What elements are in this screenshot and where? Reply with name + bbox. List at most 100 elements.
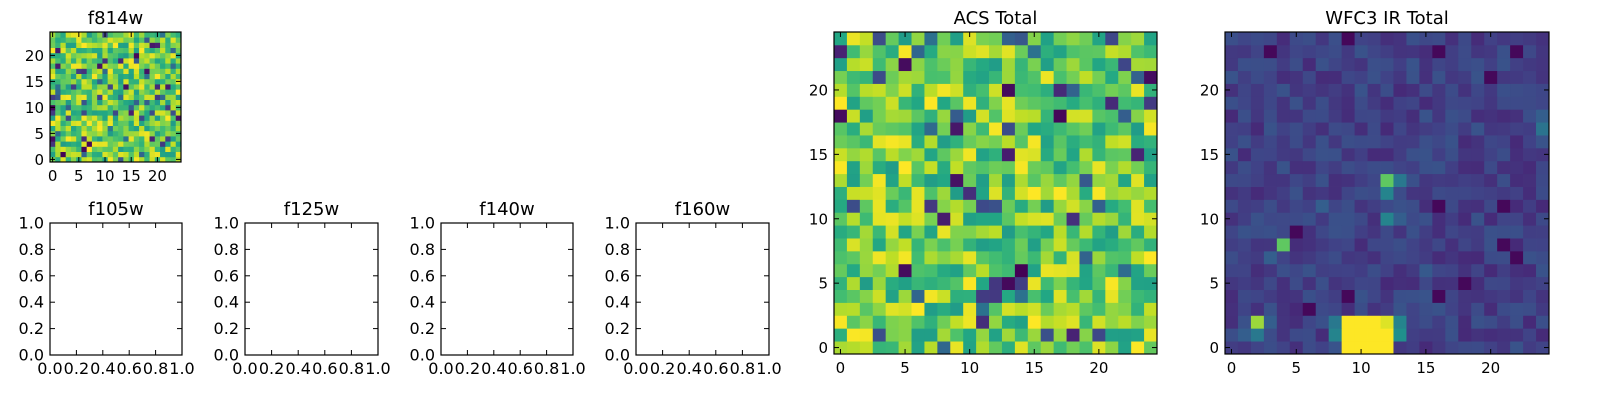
heatmap-cell — [1066, 302, 1080, 316]
heatmap-cell — [139, 37, 145, 43]
heatmap-cell — [834, 341, 848, 355]
heatmap-cell — [160, 32, 166, 38]
heatmap-cell — [1105, 341, 1119, 355]
heatmap-cell — [834, 147, 848, 162]
heatmap-cell — [1118, 315, 1132, 329]
heatmap-cell — [963, 109, 977, 123]
heatmap-cell — [149, 32, 156, 38]
y-tick-label: 1.0 — [19, 214, 44, 233]
y-tick-label: 20 — [1200, 81, 1219, 99]
heatmap-cell — [118, 73, 124, 80]
heatmap-cell — [1341, 96, 1355, 110]
heatmap-cell — [144, 68, 150, 74]
heatmap-cell — [1419, 263, 1433, 278]
heatmap-cell — [1536, 212, 1550, 226]
heatmap-cell — [1014, 173, 1029, 187]
heatmap-cell — [911, 263, 925, 278]
heatmap-cell — [60, 156, 67, 163]
heatmap-cell — [175, 68, 182, 74]
heatmap-cell — [1001, 289, 1016, 303]
heatmap-cell — [86, 32, 93, 38]
heatmap-cell — [160, 47, 166, 54]
heatmap-cell — [1053, 122, 1067, 136]
heatmap-cell — [118, 89, 124, 95]
heatmap-cell — [963, 160, 977, 175]
heatmap-cell — [1523, 135, 1537, 149]
heatmap-cell — [1471, 57, 1485, 72]
heatmap-cell — [872, 57, 887, 72]
y-tick-label: 0.0 — [605, 346, 630, 365]
heatmap-cell — [911, 276, 925, 290]
heatmap-cell — [65, 47, 72, 54]
heatmap-cell — [112, 104, 119, 111]
heatmap-cell — [1419, 186, 1433, 200]
heatmap-cell — [97, 47, 103, 54]
heatmap-cell — [1536, 186, 1550, 200]
heatmap-cell — [1471, 238, 1485, 252]
heatmap-cell — [1289, 70, 1304, 84]
heatmap-cell — [1276, 173, 1291, 187]
heatmap-cell — [1289, 225, 1304, 239]
heatmap-cell — [1341, 199, 1355, 213]
heatmap-cell — [1289, 32, 1304, 46]
heatmap-cell — [963, 83, 977, 97]
heatmap-cell — [924, 328, 938, 342]
heatmap-cell — [154, 110, 161, 116]
heatmap-cell — [989, 109, 1003, 123]
heatmap-cell — [924, 302, 938, 316]
heatmap-cell — [144, 58, 150, 64]
heatmap-cell — [911, 225, 925, 239]
heatmap-cell — [924, 135, 938, 149]
x-tick-label: 10 — [1352, 359, 1371, 377]
heatmap-cell — [1144, 44, 1158, 59]
heatmap-cell — [1092, 238, 1106, 252]
y-tick-label: 0.4 — [214, 293, 239, 312]
heatmap-cell — [1105, 96, 1119, 110]
heatmap-cell — [885, 44, 899, 59]
heatmap-cell — [91, 125, 98, 132]
heatmap-cell — [1250, 315, 1265, 329]
heatmap-cell — [165, 136, 171, 142]
heatmap-cell — [65, 32, 72, 38]
x-tick-label: 0.6 — [312, 359, 337, 378]
heatmap-cell — [963, 289, 977, 303]
heatmap-cell — [81, 130, 88, 137]
heatmap-cell — [1289, 186, 1304, 200]
heatmap-cell — [1053, 276, 1067, 290]
heatmap-cell — [76, 151, 82, 158]
heatmap-cell — [1263, 44, 1278, 59]
heatmap-cell — [1066, 225, 1080, 239]
heatmap-cell — [81, 94, 88, 100]
heatmap-cell — [175, 89, 182, 95]
heatmap-cell — [1419, 122, 1433, 136]
x-tick-label: 0 — [48, 167, 58, 185]
heatmap-cell — [937, 173, 951, 187]
heatmap-cell — [70, 130, 77, 137]
heatmap-cell — [1471, 186, 1485, 200]
heatmap-cell — [1302, 96, 1317, 110]
heatmap-cell — [165, 94, 171, 100]
heatmap-cell — [128, 52, 135, 59]
heatmap-cell — [872, 135, 887, 149]
heatmap-cell — [1328, 147, 1343, 162]
heatmap-cell — [1131, 250, 1145, 265]
heatmap-cell — [65, 52, 72, 59]
heatmap-cell — [1341, 135, 1355, 149]
heatmap-cell — [1380, 96, 1394, 110]
heatmap-cell — [1105, 238, 1119, 252]
heatmap-cell — [81, 42, 88, 48]
heatmap-cell — [123, 136, 129, 142]
heatmap-cell — [1484, 250, 1498, 265]
heatmap-cell — [885, 315, 899, 329]
heatmap-cell — [144, 151, 150, 158]
heatmap-cell — [1131, 263, 1145, 278]
heatmap-cell — [1419, 328, 1433, 342]
heatmap-cell — [1144, 96, 1158, 110]
heatmap-cell — [144, 63, 150, 69]
heatmap-cell — [898, 32, 912, 46]
heatmap-cell — [1497, 147, 1511, 162]
y-tick-label: 0.8 — [214, 240, 239, 259]
heatmap-cell — [1092, 135, 1106, 149]
heatmap-cell — [1066, 315, 1080, 329]
heatmap-cell — [175, 99, 182, 106]
